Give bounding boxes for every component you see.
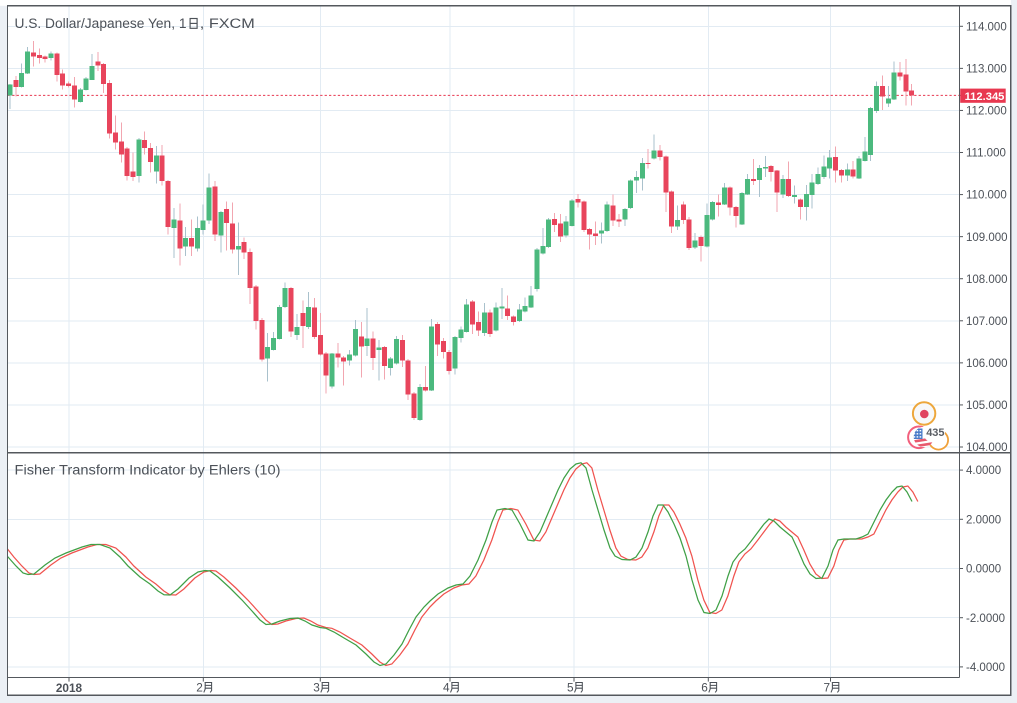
svg-text:108.000: 108.000 [966, 274, 1008, 286]
svg-text:104.000: 104.000 [966, 442, 1008, 454]
svg-text:109.000: 109.000 [966, 232, 1008, 244]
svg-text:4: 4 [443, 681, 450, 695]
svg-text:0.0000: 0.0000 [966, 564, 1001, 576]
svg-text:114.000: 114.000 [966, 21, 1007, 33]
svg-text:U.S. Dollar/Japanese Yen, 1: U.S. Dollar/Japanese Yen, 1 [15, 16, 187, 31]
svg-text:, FXCM: , FXCM [200, 16, 255, 31]
svg-text:2.0000: 2.0000 [966, 514, 1001, 526]
svg-text:435: 435 [926, 427, 944, 439]
svg-text:2018: 2018 [56, 681, 83, 695]
svg-text:2: 2 [196, 681, 203, 695]
svg-text:5: 5 [567, 681, 574, 695]
svg-text:107.000: 107.000 [966, 316, 1008, 328]
svg-text:110.000: 110.000 [966, 190, 1007, 202]
svg-text:113.000: 113.000 [966, 64, 1007, 76]
svg-text:112.345: 112.345 [965, 91, 1005, 103]
svg-text:-2.0000: -2.0000 [966, 613, 1005, 625]
svg-text:105.000: 105.000 [966, 400, 1008, 412]
svg-text:6: 6 [701, 681, 708, 695]
svg-text:7: 7 [823, 681, 830, 695]
svg-text:Fisher Transform Indicator by: Fisher Transform Indicator by Ehlers (10… [15, 462, 281, 477]
svg-text:3: 3 [313, 681, 320, 695]
svg-text:4.0000: 4.0000 [966, 465, 1001, 477]
svg-text:112.000: 112.000 [966, 106, 1007, 118]
svg-text:111.000: 111.000 [966, 148, 1006, 160]
svg-text:106.000: 106.000 [966, 358, 1008, 370]
svg-text:-4.0000: -4.0000 [966, 662, 1005, 674]
